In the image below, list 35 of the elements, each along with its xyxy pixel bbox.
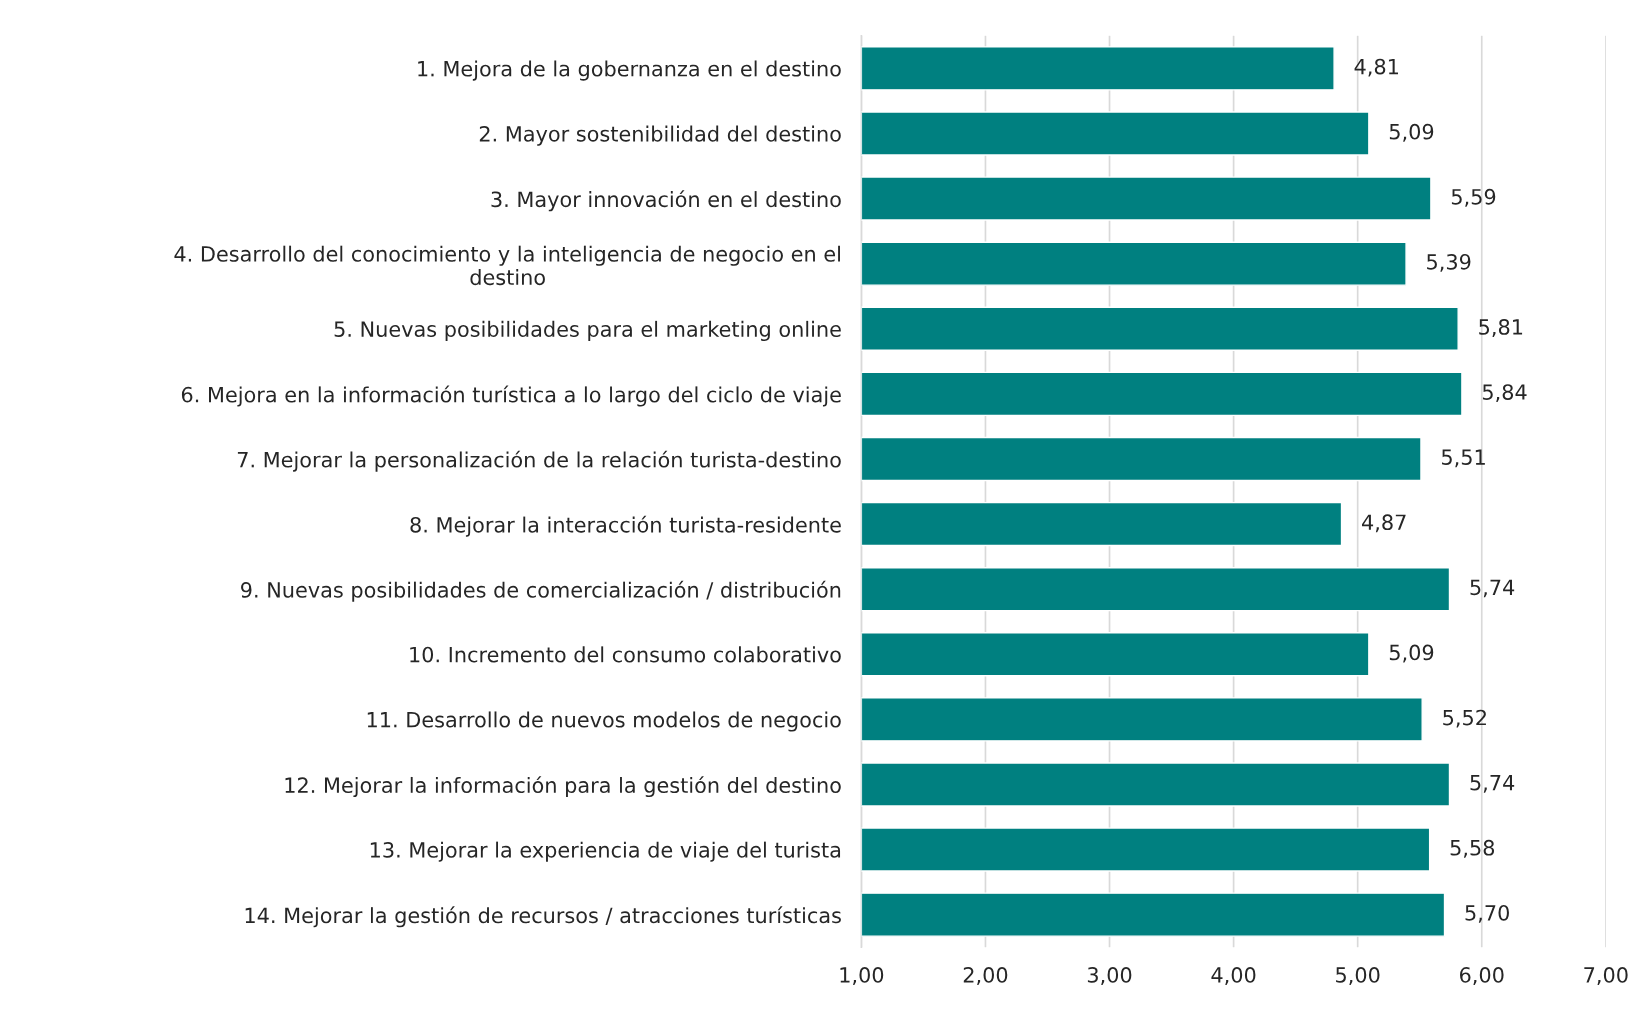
data-label: 5,39 bbox=[1427, 253, 1471, 272]
x-tick-label: 5,00 bbox=[1336, 967, 1380, 985]
y-tick-label: 3. Mayor innovación en el destino bbox=[491, 190, 841, 212]
x-tick-label: 2,00 bbox=[963, 967, 1008, 985]
y-tick-label: 8. Mejorar la interacción turista-residente bbox=[410, 515, 841, 537]
x-tick-label: 4,00 bbox=[1211, 967, 1256, 985]
y-tick-label: 13. Mejorar la experiencia de viaje del turista bbox=[370, 841, 841, 862]
y-tick-label: 9. Nuevas posibilidades de comercialización / distribución bbox=[241, 580, 841, 602]
y-tick-label: 6. Mejora en la información turística a lo largo del ciclo de viaje bbox=[181, 385, 841, 407]
data-label: 5,81 bbox=[1479, 319, 1523, 337]
y-tick-label: 5. Nuevas posibilidades para el marketing online bbox=[334, 320, 841, 342]
data-label: 5,51 bbox=[1442, 449, 1485, 468]
y-tick-label: 7. Mejorar la personalización de la relación turista-destino bbox=[237, 450, 841, 472]
data-label: 5,09 bbox=[1389, 123, 1434, 142]
data-label: 5,74 bbox=[1470, 579, 1515, 598]
data-label: 5,09 bbox=[1389, 644, 1434, 663]
data-label: 5,52 bbox=[1443, 709, 1486, 728]
y-tick-label: 10. Incremento del consumo colaborativo bbox=[410, 646, 841, 663]
y-tick-label: 14. Mejorar la gestión de recursos / atracciones turísticas bbox=[245, 906, 841, 928]
y-tick-label: 12. Mejorar la información para la gestión del destino bbox=[285, 776, 841, 798]
y-tick-label: 2. Mayor sostenibilidad del destino bbox=[479, 125, 841, 146]
x-tick-label: 6,00 bbox=[1460, 967, 1504, 985]
data-label: 4,87 bbox=[1362, 514, 1406, 533]
x-tick-label: 3,00 bbox=[1087, 967, 1132, 985]
y-tick-label: 4. Desarrollo del conocimiento y la inteligencia de negocio en el destino bbox=[174, 245, 840, 286]
data-label: 5,74 bbox=[1470, 775, 1515, 793]
data-label: 5,84 bbox=[1482, 384, 1527, 403]
data-label: 5,58 bbox=[1450, 839, 1495, 858]
x-tick-label: 7,00 bbox=[1584, 967, 1628, 985]
y-tick-label: 11. Desarrollo de nuevos modelos de negocio bbox=[367, 711, 841, 732]
data-label: 5,59 bbox=[1451, 188, 1496, 207]
data-label: 4,81 bbox=[1354, 58, 1399, 77]
data-label: 5,70 bbox=[1465, 904, 1509, 923]
x-tick-label: 1,00 bbox=[840, 967, 884, 985]
y-tick-label: 1. Mejora de la gobernanza en el destino bbox=[418, 60, 841, 81]
